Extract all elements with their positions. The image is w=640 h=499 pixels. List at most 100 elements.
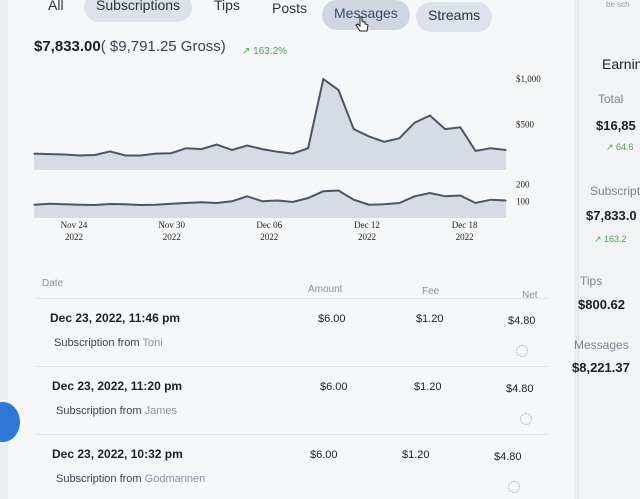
top-series-point xyxy=(490,147,492,149)
earnings-panel: All Subscriptions Tips Posts Messages St… xyxy=(8,0,574,499)
top-series-point xyxy=(337,89,340,91)
top-series-point xyxy=(505,149,507,151)
top-series-point xyxy=(33,153,35,155)
x-tick-year: 2022 xyxy=(358,232,376,242)
transaction-fee: $1.20 xyxy=(402,449,430,461)
bottom-series-point xyxy=(63,203,66,205)
top-series-point xyxy=(459,126,461,128)
top-series-point xyxy=(155,153,157,155)
column-header-fee: Fee xyxy=(422,286,440,297)
x-tick-label: Nov 24 xyxy=(61,220,88,230)
subscriber-name[interactable]: Godmannen xyxy=(144,473,206,485)
bottom-series-point xyxy=(155,204,157,206)
sidebar-title: Earnin xyxy=(602,56,640,72)
tab-posts[interactable]: Posts xyxy=(272,0,308,16)
earnings-chart: $1,000 $500 200 100 Nov 24 2022 Nov 30 2022 Dec … xyxy=(33,74,541,242)
top-series-y-tick-label: $1,000 xyxy=(516,74,541,84)
top-series-point xyxy=(79,154,81,157)
bottom-series-point xyxy=(170,203,172,205)
bottom-series-point xyxy=(505,199,507,202)
subscriber-name[interactable]: James xyxy=(144,405,178,417)
transaction-date: Dec 23, 2022, 10:32 pm xyxy=(52,447,183,461)
x-tick-year: 2022 xyxy=(65,232,83,242)
bottom-series-line xyxy=(33,189,507,207)
transaction-net: $4.80 xyxy=(506,383,534,395)
description-text: Subscription from xyxy=(56,405,142,417)
column-header-date: Date xyxy=(42,278,64,289)
top-series-point xyxy=(322,78,324,80)
column-header-amount: Amount xyxy=(308,284,343,295)
floating-action-button[interactable] xyxy=(0,402,20,442)
x-tick-year: 2022 xyxy=(163,232,181,242)
bottom-series-point xyxy=(322,190,324,192)
bottom-series-point xyxy=(109,203,111,205)
tab-all[interactable]: All xyxy=(48,0,64,13)
earnings-summary: $7,833.00( $9,791.25 Gross) xyxy=(34,38,226,55)
x-tick-year: 2022 xyxy=(260,232,278,242)
bottom-series-point xyxy=(216,202,218,204)
total-trend: ↗ 64.6 xyxy=(606,142,634,152)
top-series-point xyxy=(48,153,50,155)
tab-messages[interactable]: Messages xyxy=(322,0,410,30)
bottom-series-point xyxy=(185,202,187,204)
transaction-row[interactable]: Dec 23, 2022, 11:20 pm Subscription from… xyxy=(36,366,548,431)
top-series-point xyxy=(246,144,248,147)
transaction-row[interactable]: Dec 23, 2022, 11:46 pm Subscription from… xyxy=(36,298,548,363)
x-tick-label: Nov 30 xyxy=(158,220,185,230)
column-header-net: Net xyxy=(522,290,538,301)
top-series-point xyxy=(261,148,263,150)
tab-tips[interactable]: Tips xyxy=(214,0,240,13)
transaction-description: Subscription from James xyxy=(56,405,177,417)
sidebar-top-note: be sch xyxy=(606,0,630,9)
hand-cursor-icon xyxy=(355,16,369,32)
subscriptions-trend: ↗ 163.2 xyxy=(594,234,627,244)
top-series-point xyxy=(94,154,96,156)
tab-subscriptions[interactable]: Subscriptions xyxy=(84,0,193,22)
transaction-row[interactable]: Dec 23, 2022, 10:32 pm Subscription from… xyxy=(36,434,548,499)
top-series-point xyxy=(277,151,279,153)
top-series-point xyxy=(140,154,142,157)
transaction-date: Dec 23, 2022, 11:46 pm xyxy=(50,311,181,325)
top-series-point xyxy=(231,149,233,151)
top-series-area xyxy=(34,79,506,170)
top-series-point xyxy=(185,147,187,149)
transaction-description: Subscription from Toni xyxy=(54,337,163,349)
top-series-point xyxy=(307,147,309,149)
subscriptions-label: Subscripti xyxy=(590,184,640,198)
bottom-series-point xyxy=(33,204,35,206)
tips-label: Tips xyxy=(580,274,603,288)
bottom-series-area xyxy=(34,190,506,218)
transaction-net: $4.80 xyxy=(494,451,522,463)
bottom-series-point xyxy=(459,194,461,197)
bottom-series-point xyxy=(490,199,492,201)
x-tick-label: Dec 06 xyxy=(256,220,282,230)
top-series-point xyxy=(398,137,400,139)
top-series-point xyxy=(353,128,355,130)
top-series-point xyxy=(429,114,431,117)
subscriber-name[interactable]: Toni xyxy=(142,337,163,349)
transaction-date: Dec 23, 2022, 11:20 pm xyxy=(52,379,183,393)
top-series-point xyxy=(200,148,203,150)
bottom-series-point xyxy=(94,204,96,206)
transaction-description: Subscription from Godmannen xyxy=(56,473,205,485)
gross-earnings-value: ( $9,791.25 Gross) xyxy=(100,38,226,55)
messages-label: Messages xyxy=(574,338,629,352)
top-series-point xyxy=(292,153,294,155)
transaction-fee: $1.20 xyxy=(416,313,444,325)
top-series-point xyxy=(414,122,416,124)
description-text: Subscription from xyxy=(54,337,140,349)
top-series-point xyxy=(474,150,477,152)
bottom-series-point xyxy=(200,201,203,203)
bottom-series-point xyxy=(368,204,370,206)
earnings-change-badge: ↗ 163.2% xyxy=(242,46,288,57)
subscriptions-value: $7,833.0 xyxy=(586,208,637,223)
bottom-series-point xyxy=(398,202,400,204)
pending-status-icon xyxy=(516,345,528,357)
bottom-series-point xyxy=(140,204,142,206)
bottom-series-point xyxy=(307,197,309,199)
bottom-series-point xyxy=(261,200,263,202)
tab-streams[interactable]: Streams xyxy=(416,2,493,32)
bottom-series-point xyxy=(292,201,294,203)
bottom-series-point xyxy=(231,200,233,202)
x-tick-year: 2022 xyxy=(456,232,474,242)
